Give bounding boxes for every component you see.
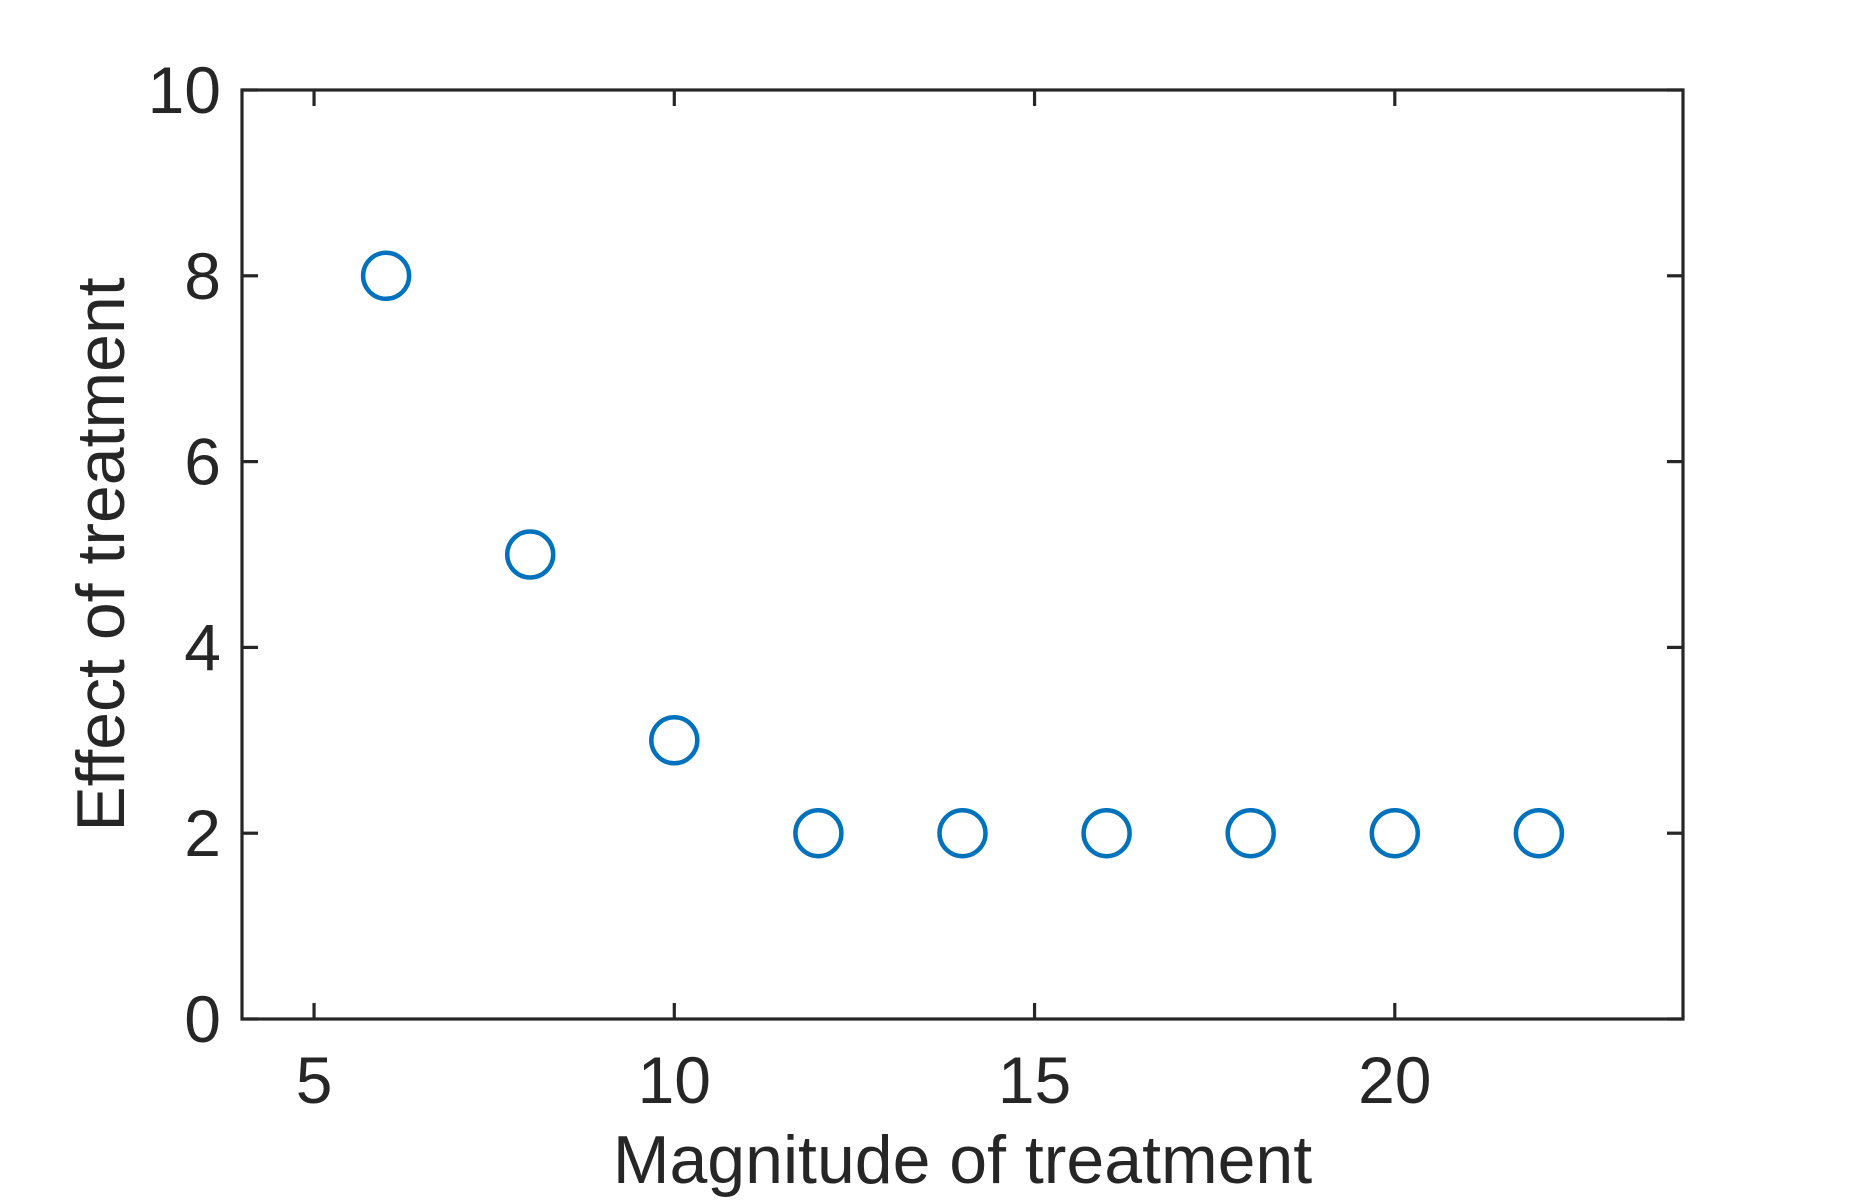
x-tick-label: 10: [638, 1043, 711, 1117]
y-tick-label: 4: [184, 610, 221, 684]
x-tick-label: 5: [296, 1043, 333, 1117]
y-tick-label: 2: [184, 796, 221, 870]
data-point-marker: [649, 715, 700, 766]
data-point-marker: [360, 250, 412, 302]
axes-box: [240, 88, 1685, 1021]
plot-area: 5 10 15 20 0 2 4 6 8 10: [148, 53, 1685, 1117]
data-point-marker: [504, 529, 556, 580]
data-point-marker: [937, 807, 988, 859]
data-point-marker: [1369, 807, 1421, 859]
y-axis-label: Effect of treatment: [63, 277, 139, 831]
data-point-marker: [793, 807, 844, 859]
x-tick-label: 15: [998, 1043, 1071, 1117]
x-tick-label: 20: [1358, 1043, 1431, 1117]
data-point-marker: [1513, 807, 1565, 859]
x-axis-label: Magnitude of treatment: [613, 1122, 1312, 1198]
y-tick-label: 0: [184, 982, 221, 1056]
y-tick-label: 10: [148, 53, 221, 127]
y-tick-label: 6: [184, 425, 221, 499]
data-point-marker: [1081, 807, 1132, 859]
data-point-marker: [1225, 807, 1276, 859]
y-tick-label: 8: [184, 239, 221, 313]
